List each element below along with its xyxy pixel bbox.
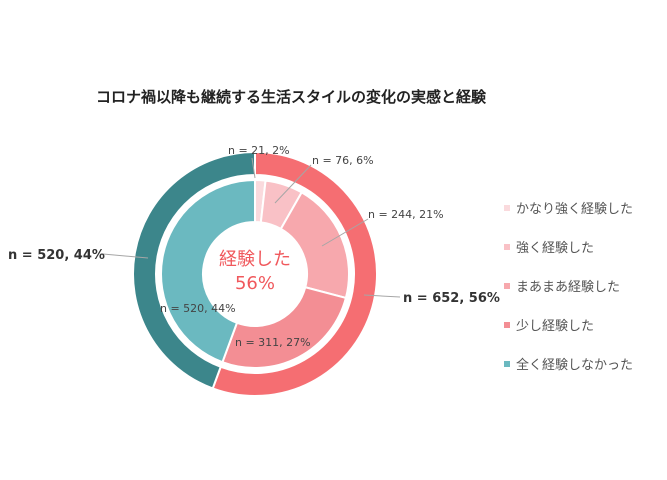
outer-slice	[211, 150, 378, 397]
center-label-line1: 経験した	[219, 249, 291, 270]
leader-line	[363, 294, 401, 298]
legend-item: まあまあ経験した	[504, 266, 667, 305]
inner-slice	[221, 286, 348, 369]
data-label: n = 520, 44%	[160, 302, 236, 315]
legend-label: 強く経験した	[516, 241, 595, 256]
leader-line	[274, 164, 312, 204]
data-label: n = 244, 21%	[368, 208, 444, 221]
data-label: n = 652, 56%	[403, 291, 500, 306]
center-label-line2: 56%	[235, 273, 275, 294]
legend-swatch	[504, 204, 510, 211]
chart-title: コロナ禍以降も継続する生活スタイルの変化の実感と経験	[96, 88, 487, 106]
leader-line	[102, 253, 149, 259]
legend-swatch	[504, 282, 510, 289]
legend-item: 全く経験しなかった	[504, 344, 667, 383]
outer-slice	[132, 150, 256, 390]
data-label: n = 76, 6%	[312, 154, 374, 167]
data-label: n = 21, 2%	[228, 144, 290, 157]
legend-swatch	[504, 360, 510, 367]
legend-swatch	[504, 243, 510, 250]
legend: かなり強く経験した 強く経験した まあまあ経験した 少し経験した 全く経験しなか…	[504, 188, 667, 383]
legend-item: かなり強く経験した	[504, 188, 667, 227]
data-label: n = 311, 27%	[235, 336, 311, 349]
legend-label: 少し経験した	[516, 319, 595, 334]
data-labels: n = 21, 2% n = 76, 6% n = 244, 21% n = 311,…	[8, 144, 500, 349]
outer-ring	[132, 150, 378, 397]
inner-slice	[160, 178, 256, 364]
legend-swatch	[504, 321, 510, 328]
leader-line	[251, 157, 256, 179]
legend-label: まあまあ経験した	[516, 280, 621, 295]
legend-label: 全く経験しなかった	[516, 358, 634, 373]
legend-item: 少し経験した	[504, 305, 667, 344]
data-label: n = 520, 44%	[8, 248, 105, 263]
legend-item: 強く経験した	[504, 227, 667, 266]
inner-ring	[160, 178, 350, 369]
legend-label: かなり強く経験した	[516, 202, 634, 217]
leader-line	[321, 218, 369, 247]
leader-lines	[102, 157, 401, 298]
